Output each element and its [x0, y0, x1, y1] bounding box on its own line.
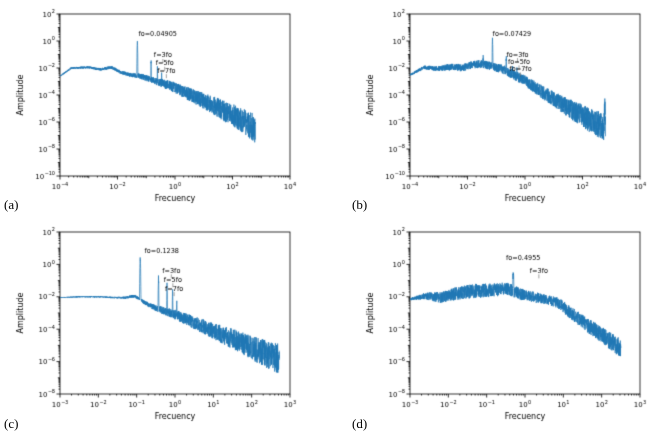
chart-d-canvas [364, 220, 654, 432]
chart-a-canvas [14, 2, 304, 214]
subplot-label-a: (a) [4, 197, 19, 212]
chart-b-canvas [364, 2, 654, 214]
subplot-label-c: (c) [4, 416, 19, 431]
subplot-label-d: (d) [352, 416, 368, 431]
subplot-label-b: (b) [352, 197, 368, 212]
chart-c-canvas [14, 220, 304, 432]
